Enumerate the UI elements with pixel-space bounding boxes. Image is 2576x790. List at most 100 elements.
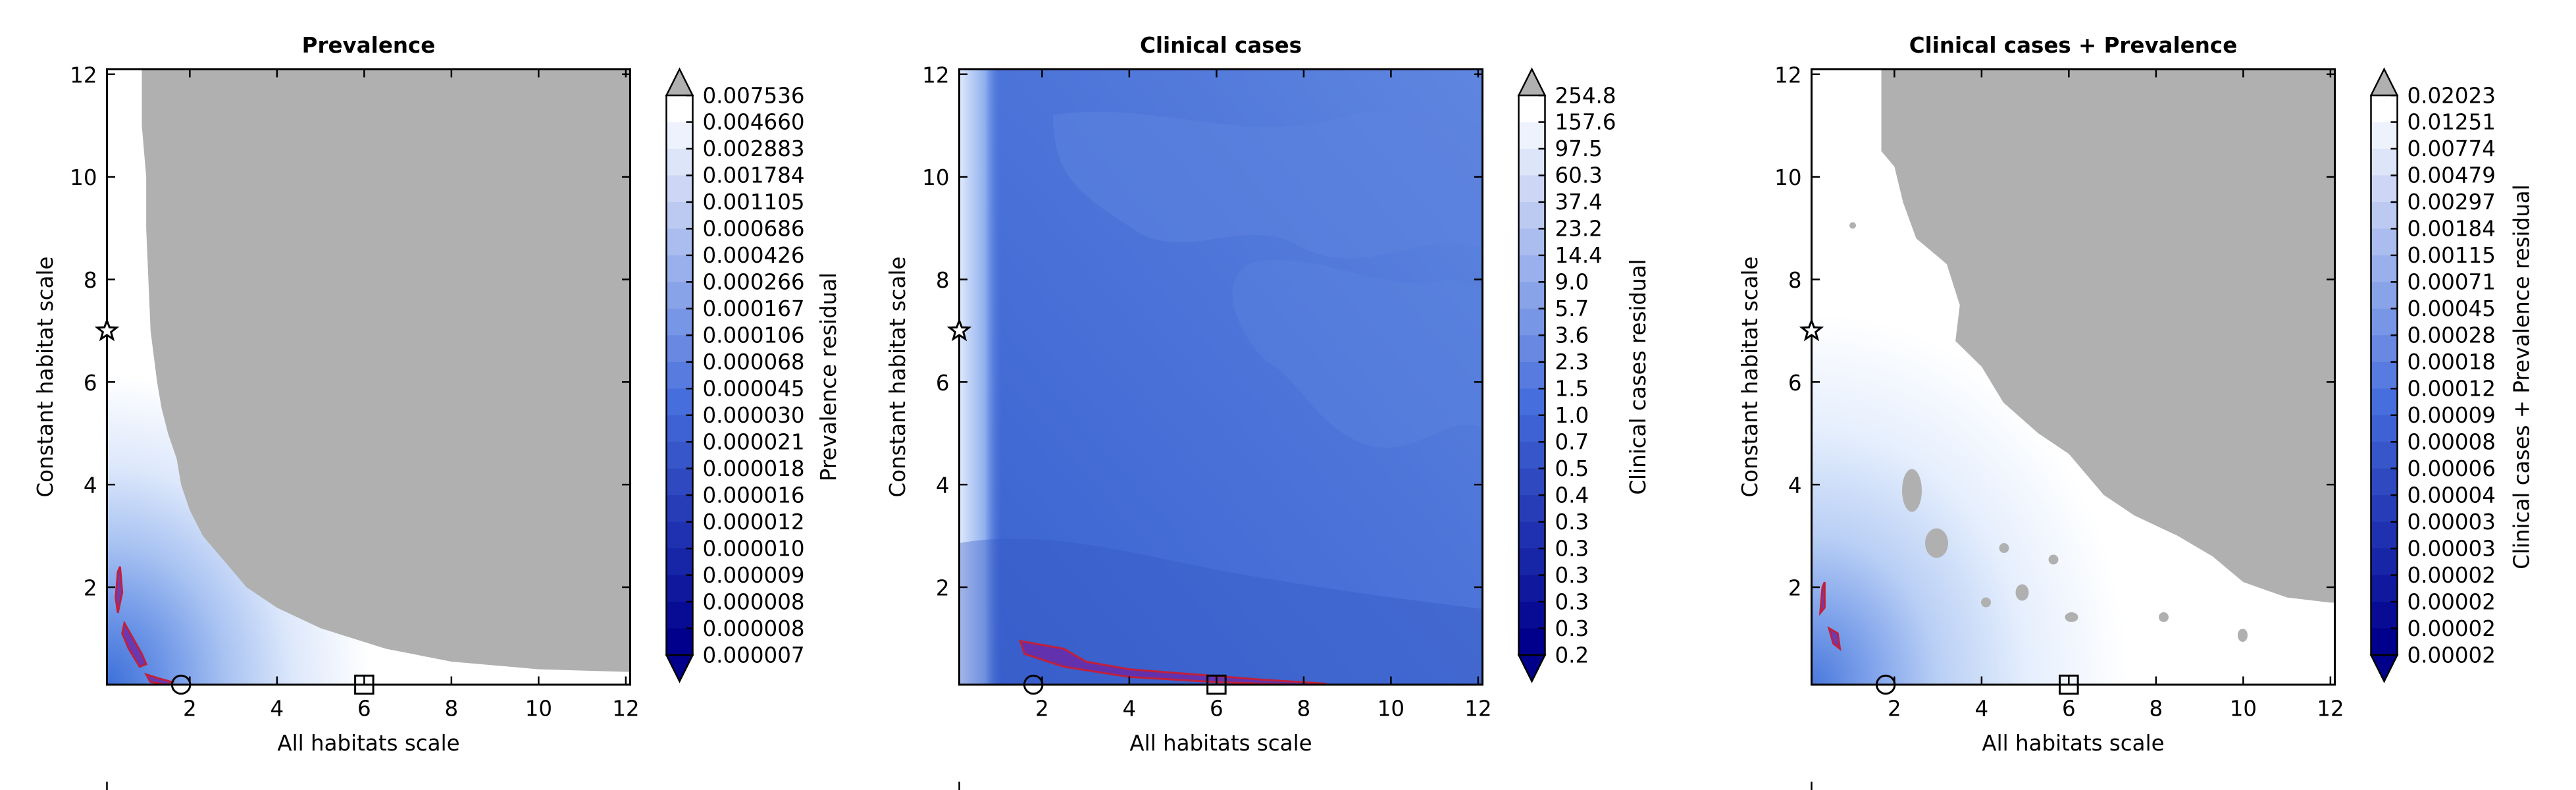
colorbar-prevalence: 0.0075360.0046600.0028830.0017840.001105… [665, 67, 841, 683]
colorbar-tick-label: 0.001784 [703, 163, 805, 188]
colorbar-tick-label: 254.8 [1555, 83, 1616, 108]
colorbar-band [666, 361, 693, 390]
colorbar-band [2371, 628, 2398, 656]
colorbar-band [2371, 468, 2398, 496]
colorbar-band [2371, 548, 2398, 576]
plot-frame [1811, 68, 2336, 686]
grey-saturated-region [1881, 69, 2335, 603]
colorbar-frame [665, 94, 694, 656]
colorbar-tick-label: 0.000008 [703, 616, 805, 641]
grey-blob [2159, 612, 2169, 622]
grey-blob [1999, 543, 2009, 553]
colorbar-band [1518, 415, 1545, 443]
y-tick-label: 12 [70, 63, 97, 88]
colorbar-tick-label: 9.0 [1555, 270, 1589, 295]
colorbar-band [1518, 442, 1545, 469]
colorbar-band [2371, 228, 2398, 257]
colorbar-band [1518, 388, 1545, 416]
colorbar-tick-label: 0.3 [1555, 510, 1589, 535]
panel-title: Prevalence [302, 33, 436, 58]
colorbar-tick-label: 0.00006 [2408, 456, 2496, 481]
panel-clinical-cases: Clinical cases 2 4 6 8 10 12 2 4 6 8 10 12 All habi… [885, 33, 1492, 756]
colorbar-tick-label: 0.00071 [2408, 270, 2496, 295]
y-tick-label: 12 [1774, 63, 1801, 88]
square-marker [354, 674, 374, 695]
x-tick-label: 6 [2062, 697, 2076, 722]
colorbar-tick-label: 0.00003 [2408, 536, 2496, 561]
colorbar-tick-label: 0.00479 [2408, 163, 2496, 188]
y-tick-label: 10 [1774, 165, 1801, 190]
grey-blob [1849, 222, 1856, 229]
y-axis-label: Constant habitat scale [885, 256, 910, 497]
colorbar-band [1518, 548, 1545, 576]
colorbar-band [666, 122, 693, 150]
y-tick-label: 10 [70, 165, 97, 190]
x-tick-label: 2 [183, 697, 197, 722]
colorbar-band [1518, 308, 1545, 336]
colorbar-extend-top [1517, 67, 1547, 97]
y-axis-label: Constant habitat scale [1738, 256, 1763, 497]
colorbar-band [1518, 468, 1545, 496]
colorbar-tick-label: 0.00297 [2408, 190, 2496, 215]
colorbar-tick-label: 0.02023 [2408, 83, 2496, 108]
y-tick-label: 6 [84, 371, 97, 396]
colorbar-band [1518, 95, 1545, 123]
colorbar-band [1518, 361, 1545, 390]
red-contour [121, 620, 148, 668]
colorbar-band [2371, 575, 2398, 603]
heatmap-left-edge [959, 69, 1002, 685]
colorbar-tick-label: 97.5 [1555, 136, 1603, 161]
plot-frame [958, 68, 1484, 686]
x-axis-label: All habitats scale [277, 731, 459, 756]
x-tick-label: 12 [2317, 697, 2344, 722]
colorbar-band [666, 548, 693, 576]
square-marker [1206, 674, 1227, 695]
colorbar-band [1518, 122, 1545, 150]
x-tick-label: 10 [525, 697, 552, 722]
colorbar-extend-bottom [1517, 654, 1547, 683]
colorbar-band [666, 228, 693, 257]
colorbar-tick-label: 0.00004 [2408, 483, 2496, 508]
colorbar-band [666, 308, 693, 336]
y-tick-label: 8 [1788, 268, 1802, 293]
colorbar-band [1518, 602, 1545, 629]
y-tick-label: 6 [1788, 371, 1802, 396]
colorbar-tick-label: 0.000008 [703, 589, 805, 614]
colorbar-band [2371, 148, 2398, 176]
colorbar-tick-label: 37.4 [1555, 190, 1603, 215]
colorbar-tick-label: 0.00002 [2408, 643, 2496, 668]
y-tick-label: 2 [84, 575, 97, 600]
y-tick-label: 6 [936, 371, 950, 396]
panel-prevalence: Prevalence 2 4 6 8 10 12 2 4 6 8 10 12 All habitats… [33, 33, 640, 756]
colorbar-band [2371, 361, 2398, 390]
colorbar-band [666, 95, 693, 123]
star-marker [94, 317, 120, 342]
colorbar-band [2371, 521, 2398, 550]
red-contour [115, 566, 124, 614]
grey-blob [1902, 469, 1922, 512]
circle-marker [1875, 674, 1896, 695]
grey-blob [2015, 584, 2029, 601]
colorbar-tick-label: 0.000021 [703, 429, 805, 454]
grey-blob [2065, 612, 2078, 622]
colorbar-clinical-cases: 254.8157.697.560.337.423.214.49.05.73.62… [1517, 67, 1651, 683]
colorbar-tick-label: 0.00028 [2408, 323, 2496, 348]
colorbar-tick-label: 2.3 [1555, 350, 1589, 375]
grey-blob [2238, 629, 2248, 642]
colorbar-band [2371, 201, 2398, 230]
colorbar-band [666, 442, 693, 469]
colorbar-band [666, 201, 693, 230]
y-tick-label: 4 [84, 473, 97, 498]
x-tick-label: 8 [445, 697, 459, 722]
colorbar-tick-label: 0.00012 [2408, 376, 2496, 401]
colorbar-band [1518, 282, 1545, 310]
colorbar-band [666, 575, 693, 603]
heatmap-texture [1232, 259, 1483, 448]
colorbar-band [1518, 575, 1545, 603]
colorbar-tick-label: 0.000007 [703, 643, 805, 668]
y-tick-label: 2 [1788, 575, 1802, 600]
colorbar-band [666, 175, 693, 203]
colorbar-extend-bottom [2369, 654, 2399, 683]
colorbar-tick-label: 0.3 [1555, 536, 1589, 561]
x-tick-label: 10 [2230, 697, 2257, 722]
